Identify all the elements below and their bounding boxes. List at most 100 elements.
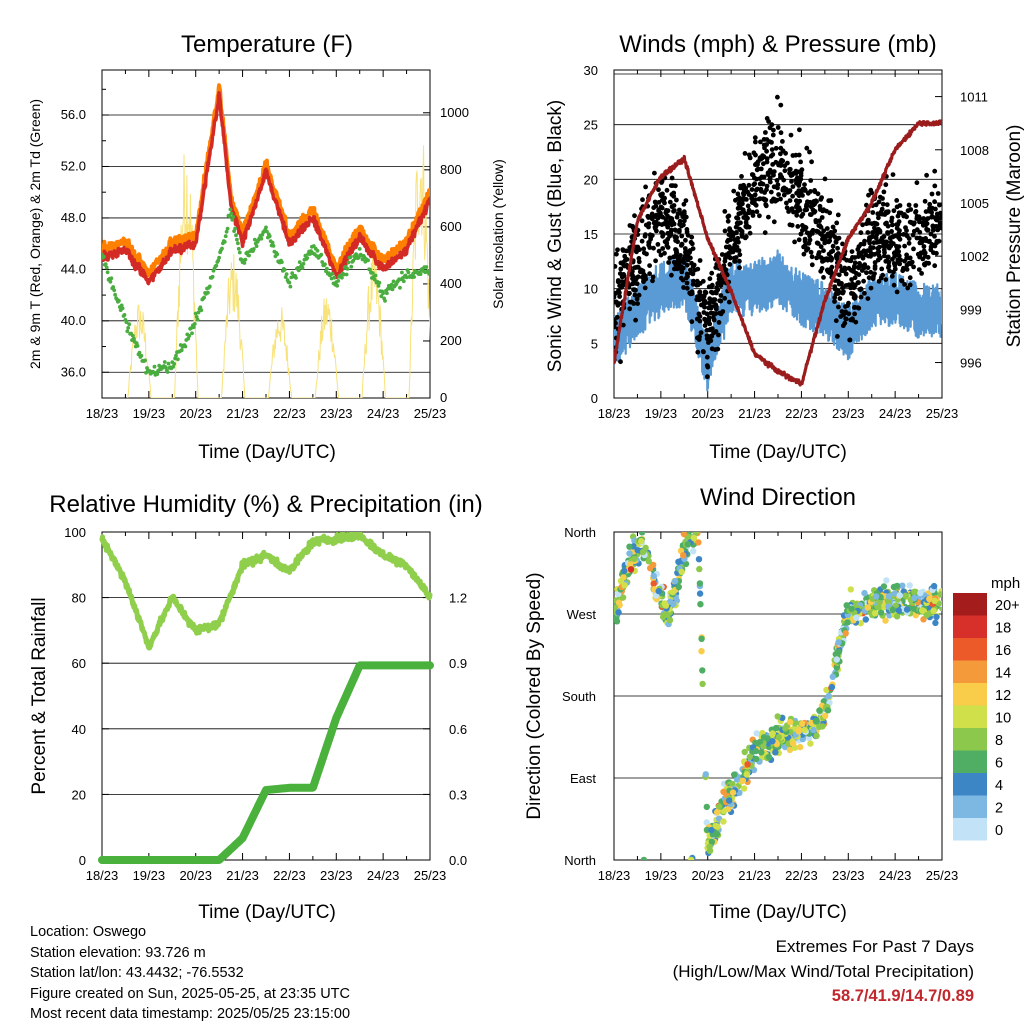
gust-point (738, 210, 743, 216)
gust-point (798, 170, 804, 176)
temperature-ytick-label: 56.0 (61, 107, 86, 122)
direction-point (847, 586, 854, 593)
gust-point (684, 227, 690, 232)
gust-point (890, 241, 896, 247)
direction-point (833, 656, 840, 663)
temperature-ytick-right-label: 1000 (440, 105, 469, 120)
direction-point (687, 856, 695, 860)
speed-legend-swatch (953, 728, 987, 751)
extremes-box: Extremes For Past 7 Days (High/Low/Max W… (673, 934, 974, 1009)
temperature-ytick-label: 36.0 (61, 364, 86, 379)
gust-point (770, 162, 776, 167)
gust-point (824, 256, 830, 261)
gust-point (709, 270, 715, 276)
gust-point (856, 265, 861, 271)
gust-point (821, 248, 826, 254)
gust-point (634, 249, 639, 255)
direction-point (853, 614, 860, 621)
gust-point (656, 200, 662, 205)
gust-point (904, 228, 909, 234)
direction-xtick-label: 24/23 (879, 868, 912, 883)
direction-point (760, 734, 768, 741)
gust-point (672, 234, 678, 240)
gust-point (843, 304, 848, 309)
dewpoint-point (353, 256, 357, 261)
gust-point (841, 289, 846, 294)
direction-point (932, 619, 939, 627)
gust-point (705, 374, 710, 380)
gust-point (671, 203, 677, 208)
humidity-ytick-right-label: 1.2 (449, 591, 467, 606)
gust-point (753, 197, 758, 203)
direction-point (615, 609, 622, 616)
gust-point (863, 252, 869, 258)
direction-point (666, 598, 674, 605)
winds-axes: 18/23 19/23 20/23 21/23 22/23 23/23 24/23 25/23… (584, 63, 989, 421)
gust-point (833, 318, 839, 324)
gust-point (917, 229, 923, 235)
gust-point (921, 261, 927, 267)
gust-point (660, 230, 665, 236)
gust-point (731, 245, 737, 250)
gust-point (906, 202, 912, 208)
gust-point (795, 201, 800, 207)
gust-point (784, 200, 789, 206)
gust-point (751, 150, 757, 156)
gust-point (881, 234, 887, 240)
humidity-ytick-label: 80 (72, 591, 86, 606)
dewpoint-point (220, 246, 224, 251)
gust-point (864, 221, 869, 227)
gust-point (895, 213, 901, 219)
gust-point (780, 139, 785, 144)
temperature-xlabel: Time (Day/UTC) (198, 442, 336, 463)
gust-point (822, 240, 828, 246)
dewpoint-point (254, 244, 259, 249)
dewpoint-point (210, 274, 215, 279)
gust-point (716, 273, 722, 279)
gust-point (923, 218, 928, 224)
winds-ytick-label: 20 (584, 172, 598, 187)
dewpoint-point (336, 279, 341, 283)
gust-point (700, 297, 706, 302)
gust-point (676, 264, 682, 270)
gust-point (741, 183, 746, 189)
gust-point (890, 222, 895, 228)
direction-point (675, 558, 682, 565)
gust-point (818, 231, 823, 237)
direction-point (813, 732, 820, 739)
gust-point (622, 263, 627, 269)
humidity-series (98, 532, 434, 864)
direction-point (695, 539, 702, 546)
total-precip-line (98, 661, 434, 864)
winds-xtick-label: 18/23 (598, 406, 631, 421)
gust-point (766, 214, 771, 220)
dewpoint-point (171, 365, 176, 369)
gust-point (832, 235, 838, 240)
humidity-xtick-label: 20/23 (179, 868, 212, 883)
gust-point (899, 278, 905, 284)
gust-point (866, 217, 871, 223)
direction-point (902, 592, 909, 599)
dewpoint-point (216, 258, 221, 263)
dewpoint-point (231, 215, 236, 219)
gust-point (726, 250, 732, 256)
gust-point (718, 298, 724, 304)
gust-point (914, 180, 920, 186)
speed-legend-swatch (953, 615, 987, 638)
gust-point (918, 238, 924, 244)
dewpoint-point (428, 268, 430, 273)
direction-point (822, 712, 829, 719)
dewpoint-point (373, 273, 378, 278)
speed-legend-swatch (953, 660, 987, 683)
dewpoint-point (166, 361, 171, 366)
gust-point (683, 237, 688, 243)
direction-point (696, 565, 703, 573)
temperature-xtick-label: 22/23 (273, 406, 306, 421)
gust-point (884, 202, 890, 208)
direction-point (765, 753, 773, 761)
gust-point (802, 207, 808, 213)
gust-point (879, 266, 885, 272)
gust-point (778, 160, 784, 166)
winds-series (614, 94, 942, 392)
